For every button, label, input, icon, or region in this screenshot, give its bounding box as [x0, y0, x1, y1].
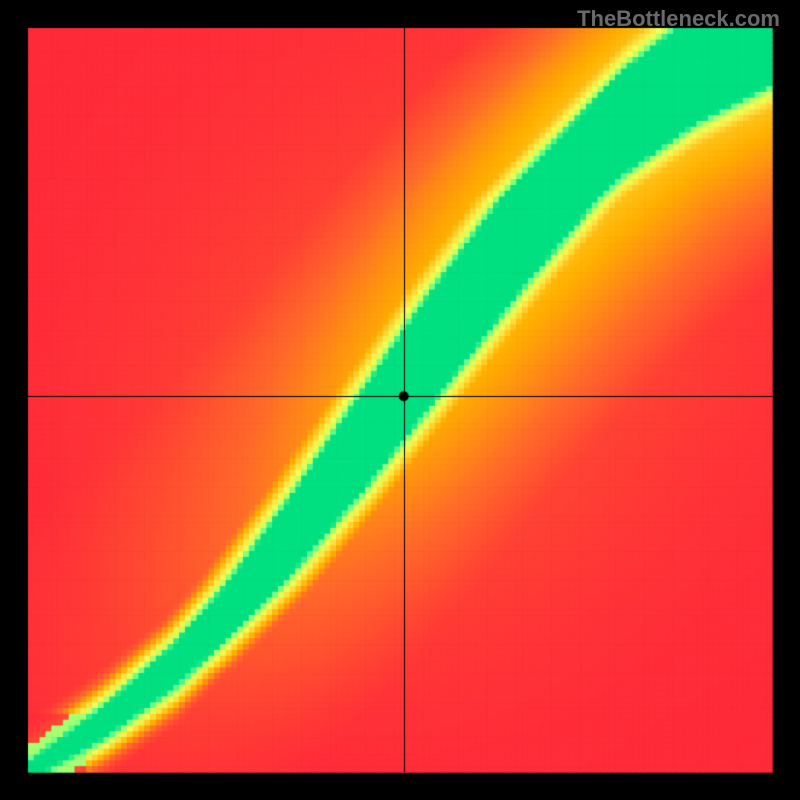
bottleneck-heatmap-canvas [0, 0, 800, 800]
source-watermark: TheBottleneck.com [577, 6, 780, 32]
chart-container: TheBottleneck.com [0, 0, 800, 800]
